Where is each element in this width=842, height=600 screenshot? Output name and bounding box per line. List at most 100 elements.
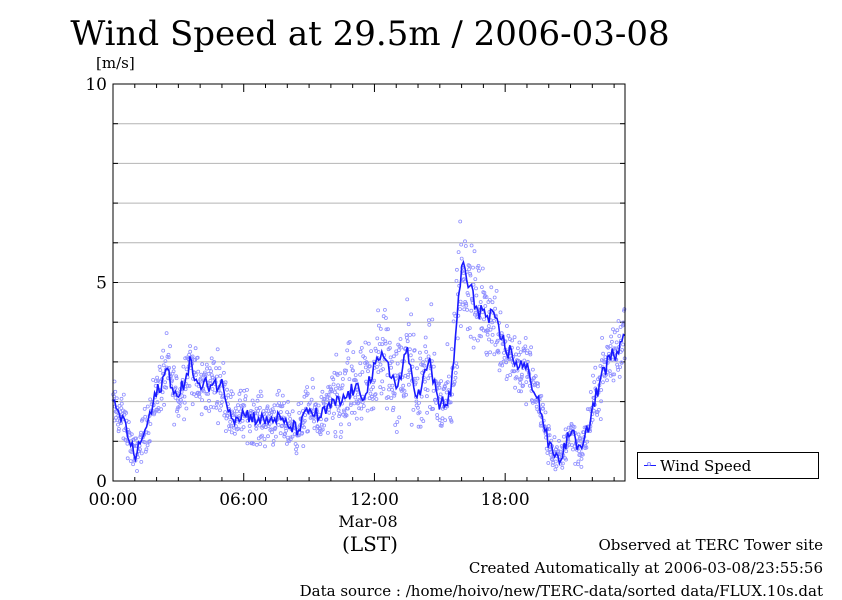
data-point xyxy=(240,418,245,423)
data-point xyxy=(383,316,388,320)
data-point xyxy=(454,278,459,283)
data-point xyxy=(171,365,176,370)
data-point xyxy=(554,447,558,452)
data-point xyxy=(260,433,264,438)
data-point xyxy=(546,461,551,465)
data-point xyxy=(245,441,250,446)
data-point xyxy=(576,459,581,464)
data-point xyxy=(455,336,460,341)
data-point xyxy=(458,324,463,329)
data-point xyxy=(360,370,365,375)
data-point xyxy=(338,435,343,440)
data-point xyxy=(489,285,494,290)
data-point xyxy=(131,462,136,467)
data-point xyxy=(338,422,343,427)
data-point xyxy=(557,438,561,443)
x-unit-label: (LST) xyxy=(342,532,398,556)
data-point xyxy=(139,459,144,464)
data-point xyxy=(476,268,481,273)
data-point xyxy=(242,403,247,408)
data-point xyxy=(439,423,444,428)
data-point xyxy=(171,369,176,374)
data-point xyxy=(467,326,472,331)
data-point xyxy=(390,408,395,413)
data-point xyxy=(207,366,212,371)
data-point xyxy=(452,379,457,384)
data-point xyxy=(333,386,338,391)
data-point xyxy=(335,404,340,409)
data-point xyxy=(265,404,270,409)
data-point xyxy=(485,352,489,357)
data-point xyxy=(158,368,163,373)
data-point xyxy=(214,401,219,406)
data-point xyxy=(610,372,615,377)
data-point xyxy=(429,302,434,307)
data-point xyxy=(593,365,598,370)
data-point xyxy=(166,355,171,360)
data-point xyxy=(431,364,436,369)
data-point xyxy=(312,426,317,431)
data-point xyxy=(337,414,342,419)
data-point xyxy=(258,389,263,394)
data-point xyxy=(331,382,336,387)
data-point xyxy=(469,308,474,313)
data-point xyxy=(363,340,368,345)
data-point xyxy=(322,397,327,401)
data-point xyxy=(592,380,597,385)
data-point xyxy=(440,416,445,421)
data-point xyxy=(510,338,514,343)
data-point xyxy=(180,394,185,399)
data-point xyxy=(580,452,585,457)
data-point xyxy=(254,426,259,431)
data-point xyxy=(352,410,357,415)
data-point xyxy=(619,360,624,365)
data-point xyxy=(458,299,463,304)
data-point xyxy=(389,365,394,370)
data-point xyxy=(480,266,485,271)
data-point xyxy=(605,378,609,383)
data-point xyxy=(218,391,223,396)
data-point xyxy=(174,376,179,381)
data-point xyxy=(492,318,496,323)
data-point xyxy=(359,416,364,421)
data-point xyxy=(276,422,281,427)
data-point xyxy=(396,348,401,353)
data-point xyxy=(394,430,399,434)
data-point xyxy=(549,438,554,443)
data-point xyxy=(348,403,353,407)
data-point xyxy=(219,403,224,408)
data-point xyxy=(196,369,201,374)
data-point xyxy=(525,348,530,353)
data-point xyxy=(278,431,283,436)
data-point xyxy=(177,404,182,409)
data-point xyxy=(423,344,428,349)
data-point xyxy=(323,418,328,422)
data-point xyxy=(228,423,233,428)
data-point xyxy=(215,347,220,352)
data-point xyxy=(276,388,281,393)
data-point xyxy=(144,447,149,452)
data-point xyxy=(301,444,306,449)
data-point xyxy=(288,416,293,421)
data-point xyxy=(119,406,124,411)
data-point xyxy=(620,348,625,352)
data-point xyxy=(404,335,409,340)
data-point xyxy=(194,394,199,399)
data-point xyxy=(151,377,156,382)
data-point xyxy=(175,409,179,414)
data-point xyxy=(561,461,565,466)
data-point xyxy=(365,408,370,413)
data-point xyxy=(611,378,616,383)
data-point xyxy=(520,372,524,377)
data-point xyxy=(369,349,374,354)
data-point xyxy=(247,424,252,428)
data-point xyxy=(538,423,543,428)
data-point xyxy=(142,406,147,411)
data-point xyxy=(184,406,189,411)
data-point xyxy=(232,412,237,417)
data-point xyxy=(528,352,533,357)
data-point xyxy=(170,393,175,398)
data-point xyxy=(468,273,473,278)
data-point xyxy=(155,400,160,405)
data-point xyxy=(612,330,617,335)
